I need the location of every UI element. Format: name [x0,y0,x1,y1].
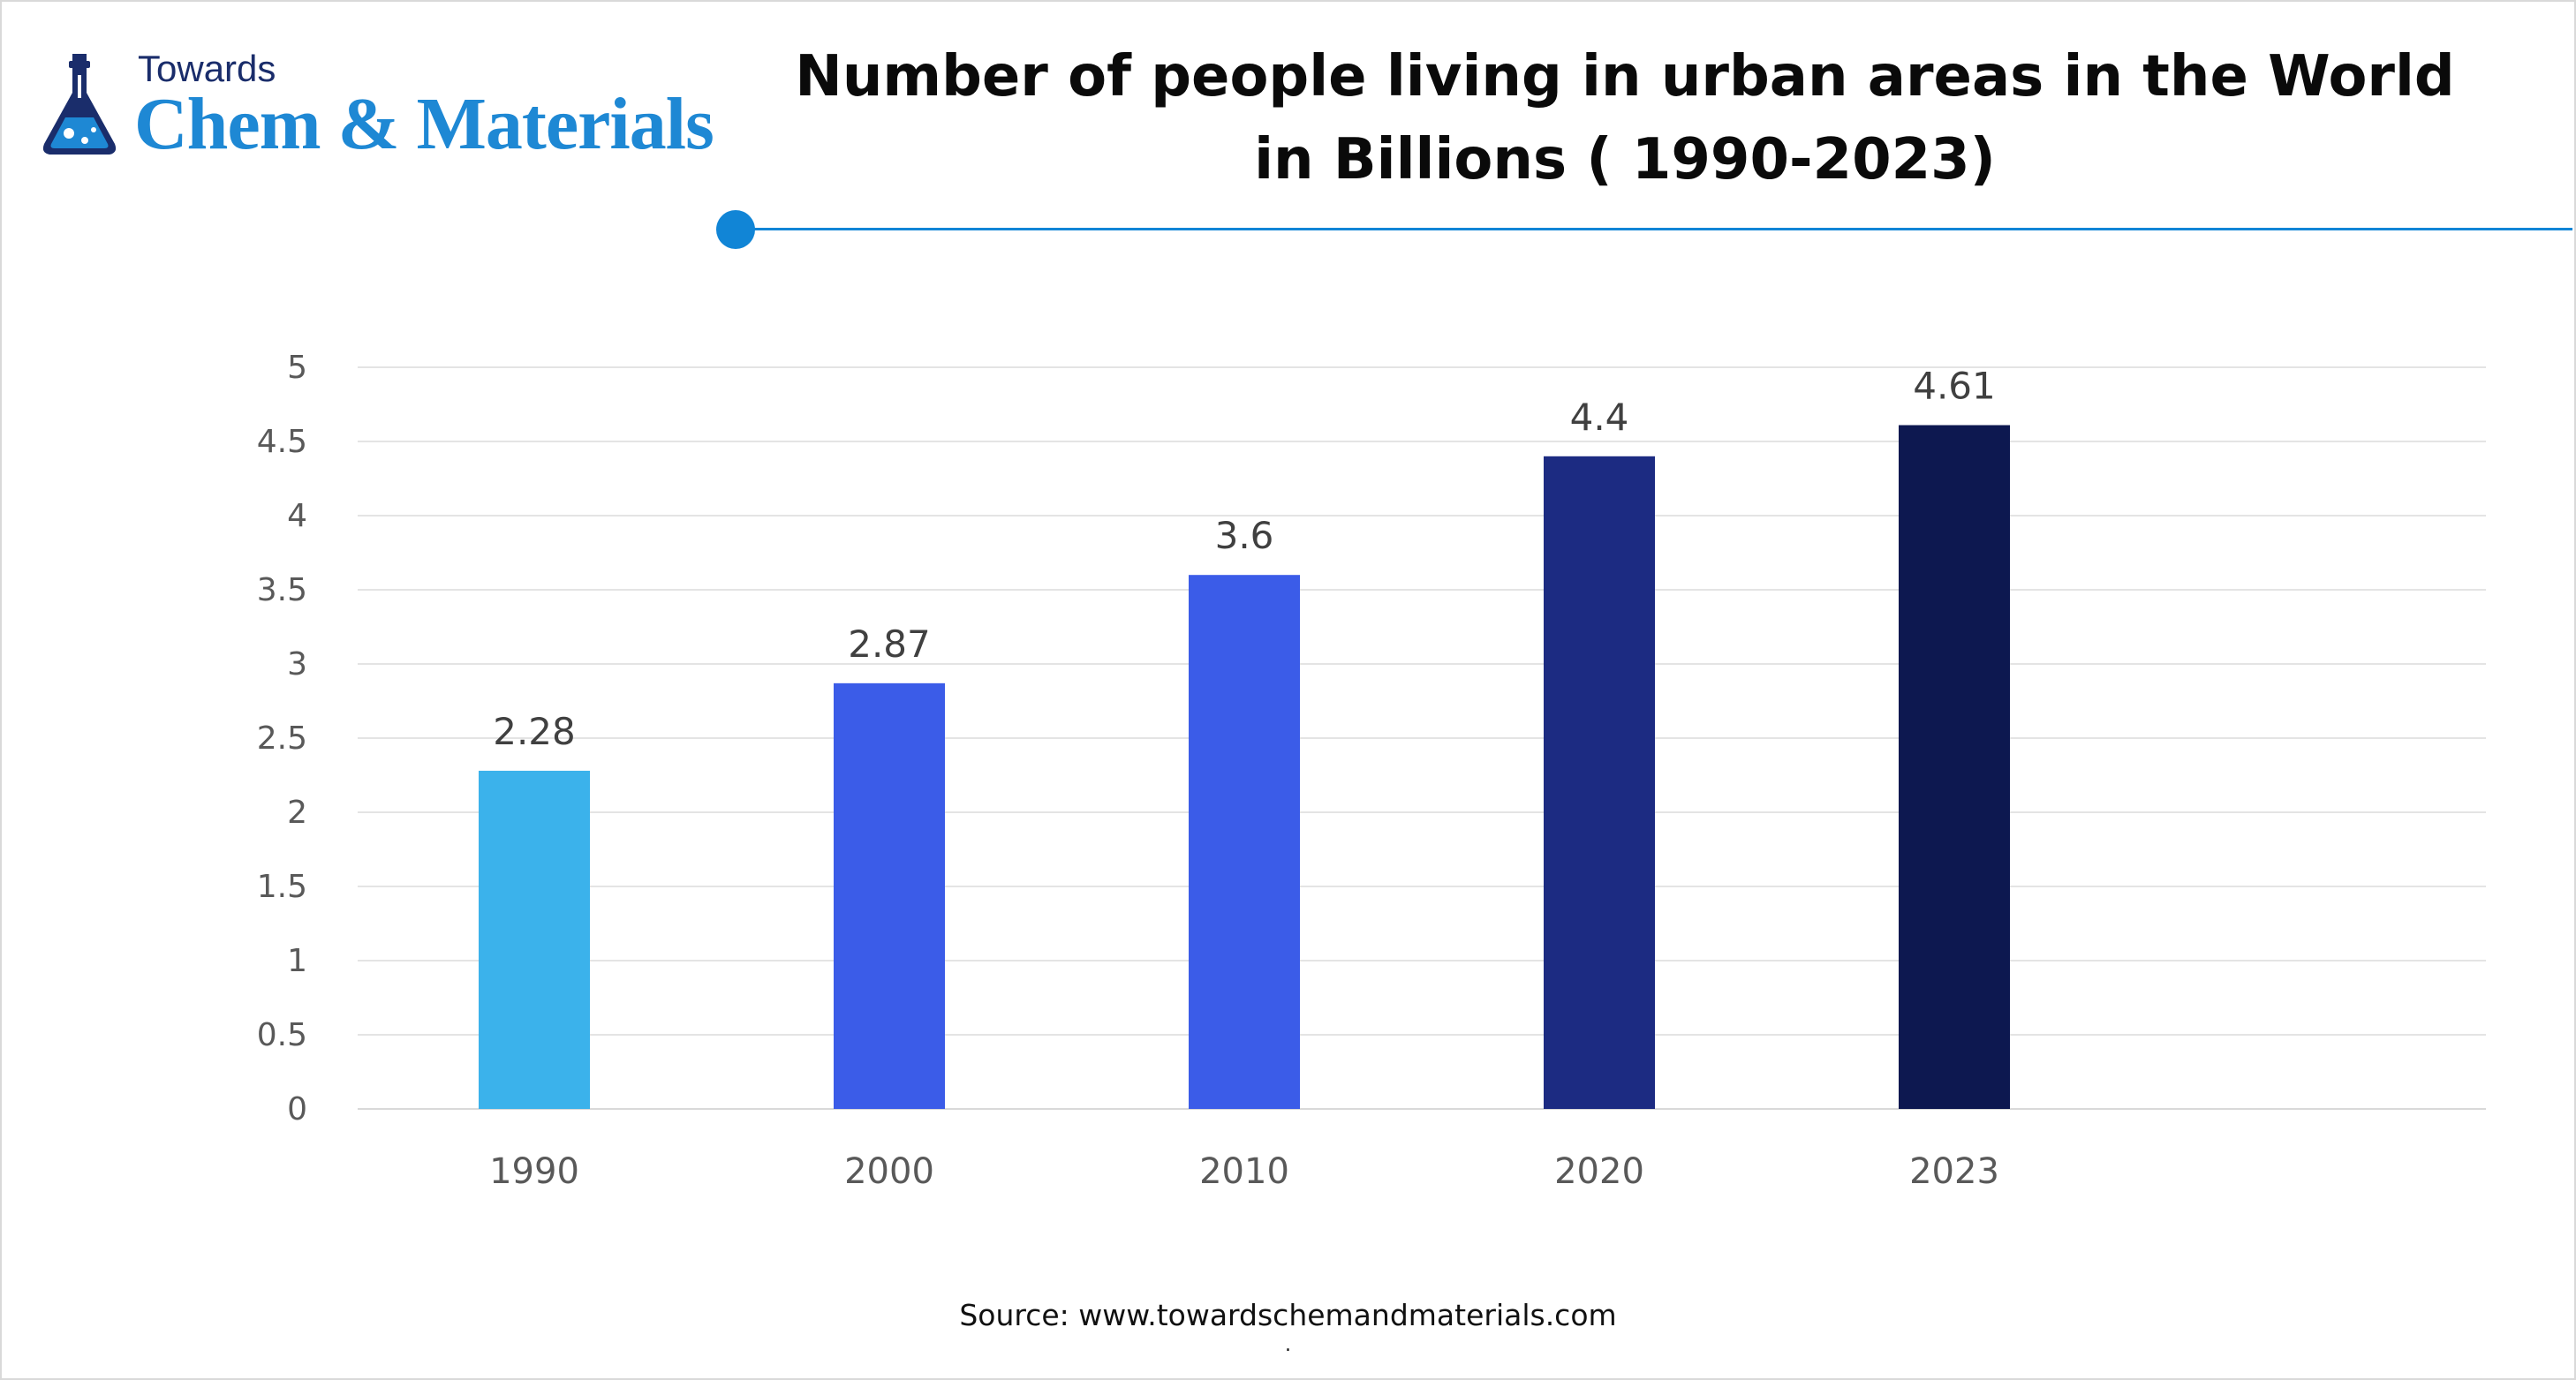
y-tick-label: 2.5 [257,720,307,757]
chart-title: Number of people living in urban areas i… [795,44,2455,192]
y-tick-label: 4 [287,498,307,534]
bar-1990 [479,770,590,1109]
data-label-2023: 4.61 [1913,365,1996,408]
bar-2000 [834,682,945,1109]
logo-top-text: Towards [138,48,276,89]
bar-2010 [1189,575,1300,1109]
y-tick-label: 0.5 [257,1017,307,1053]
y-tick-label: 5 [287,350,307,386]
bar-2023 [1899,425,2010,1109]
source-text: Source: www.towardschemandmaterials.com [959,1298,1617,1332]
data-label-2000: 2.87 [848,622,931,666]
bar-2020 [1544,456,1655,1109]
y-tick-label: 1 [287,943,307,979]
x-tick-label-2023: 2023 [1909,1151,1999,1192]
x-tick-label-2000: 2000 [844,1151,934,1192]
y-tick-label: 4.5 [257,424,307,460]
divider-line [742,228,2572,230]
logo-main-text: Chem & Materials [134,83,714,165]
y-tick-label: 2 [287,795,307,831]
x-tick-label-2020: 2020 [1554,1151,1644,1192]
x-tick-label-1990: 1990 [489,1151,579,1192]
y-tick-label: 3 [287,646,307,682]
data-label-2020: 4.4 [1570,396,1629,439]
y-tick-label: 1.5 [257,869,307,905]
x-tick-label-2010: 2010 [1199,1151,1289,1192]
flask-icon [42,54,117,155]
footer-mark: . [1285,1334,1291,1356]
data-label-1990: 2.28 [493,710,576,753]
y-tick-label: 0 [287,1091,307,1127]
brand-logo: Towards Chem & Materials [39,48,714,163]
y-tick-label: 3.5 [257,572,307,608]
data-label-2010: 3.6 [1215,514,1274,557]
source-note: Source: www.towardschemandmaterials.com … [0,1298,2576,1359]
